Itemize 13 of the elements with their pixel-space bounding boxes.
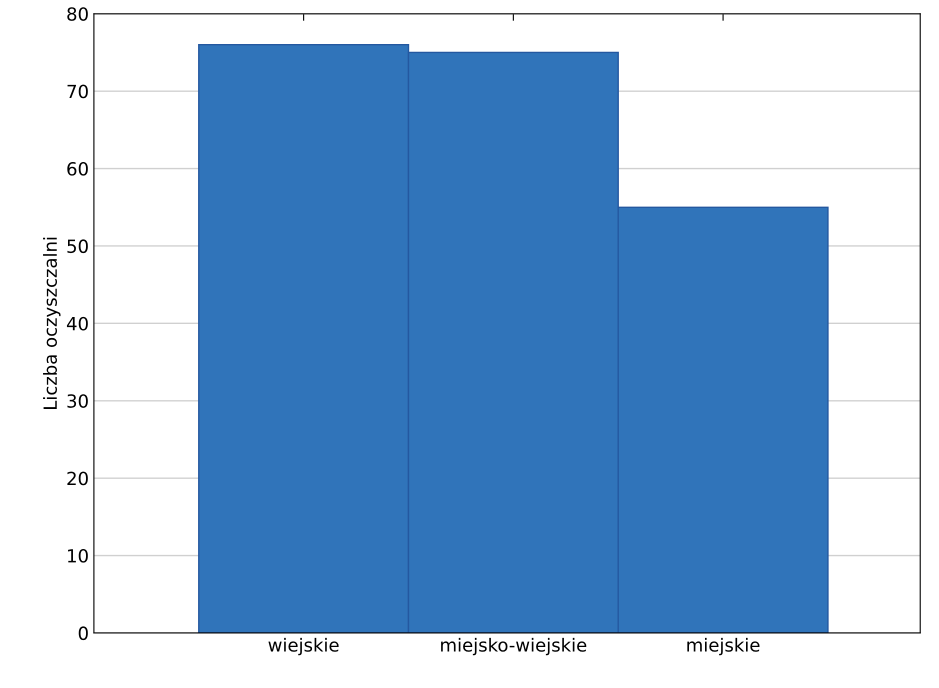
- y-tick-label: 20: [67, 472, 88, 486]
- y-axis-title: Liczba oczyszczalni: [43, 238, 61, 409]
- x-tick-label: miejskie: [687, 638, 760, 656]
- y-tick-label: 70: [68, 84, 88, 98]
- y-tick-label: 40: [66, 316, 88, 330]
- y-tick-label: 0: [78, 626, 88, 640]
- y-tick-label: 80: [67, 7, 88, 21]
- y-tick-label: 10: [68, 549, 88, 563]
- x-tick-label: wiejskie: [268, 638, 339, 656]
- x-tick-label: miejsko-wiejskie: [441, 638, 586, 656]
- y-tick-label: 60: [67, 162, 88, 176]
- y-tick-label: 30: [67, 394, 88, 408]
- y-tick-label: 50: [67, 239, 88, 254]
